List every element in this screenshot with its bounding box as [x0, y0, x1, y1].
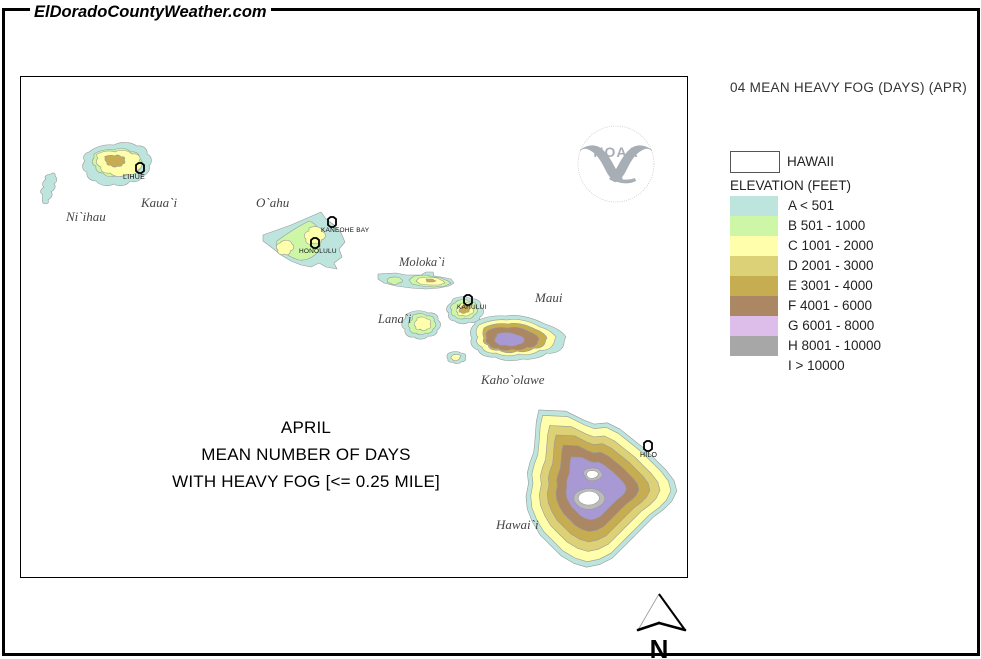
svg-text:N: N [650, 634, 669, 659]
svg-text:NOAA: NOAA [593, 144, 638, 160]
